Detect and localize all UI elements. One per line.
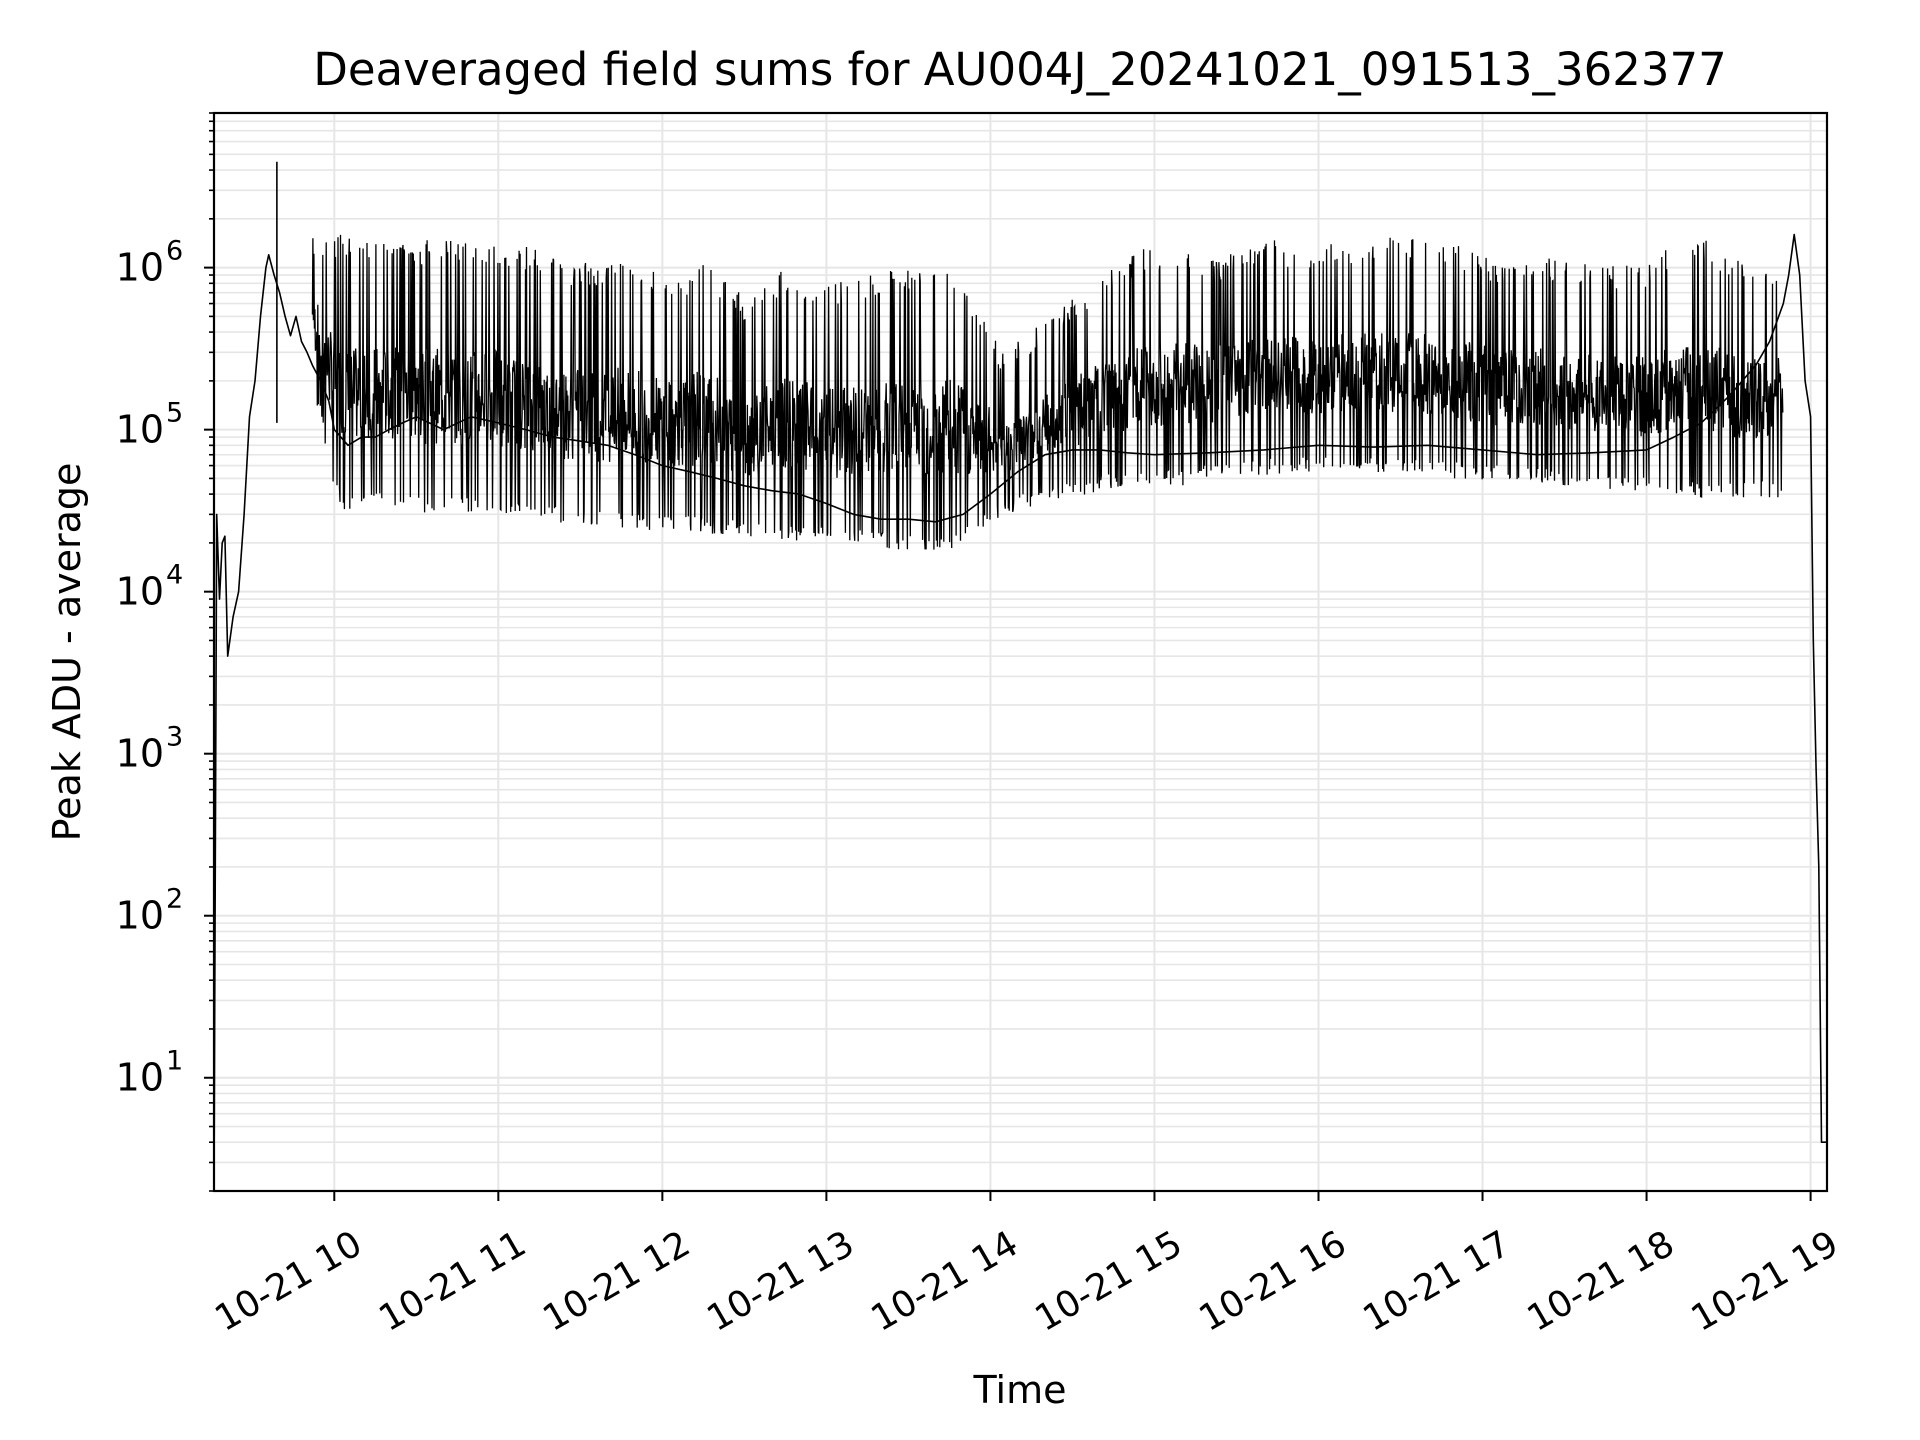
plot-area: [214, 161, 1827, 1191]
y-tick-label: 10: [116, 246, 164, 290]
series-oscillation: [311, 234, 1784, 550]
y-tick-exponent: 2: [166, 884, 183, 915]
series-layer: [214, 161, 1827, 1191]
y-tick-exponent: 1: [166, 1046, 183, 1077]
y-tick-exponent: 4: [166, 560, 183, 591]
y-tick-label: 10: [116, 1056, 164, 1100]
y-tick-label: 10: [116, 408, 164, 452]
axes-frame: [212, 111, 1829, 1193]
chart-title: Deaveraged field sums for AU004J_2024102…: [313, 43, 1727, 96]
x-axis-label: Time: [973, 1368, 1067, 1412]
y-tick-label: 10: [116, 894, 164, 938]
y-tick-label: 10: [116, 732, 164, 776]
y-axis-label: Peak ADU - average: [45, 463, 89, 842]
y-tick-label: 10: [116, 570, 164, 614]
y-tick-exponent: 3: [166, 722, 183, 753]
y-tick-exponent: 6: [166, 236, 183, 267]
y-tick-exponent: 5: [166, 398, 183, 429]
